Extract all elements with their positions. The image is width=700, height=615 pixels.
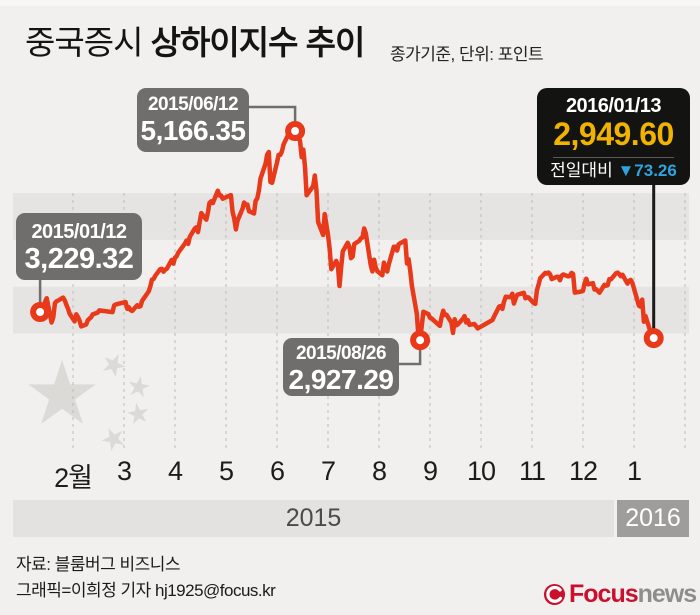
month-label: 9 xyxy=(422,456,438,486)
callout-low-date: 2015/08/26 xyxy=(295,343,387,364)
logo-text-news: news xyxy=(637,580,698,608)
start-point-marker xyxy=(30,302,51,322)
month-label: 12 xyxy=(568,456,598,486)
month-label: 2월 xyxy=(54,463,93,493)
callout-peak: 2015/06/12 5,166.35 xyxy=(137,88,249,152)
logo-text-focus: Focus xyxy=(569,580,639,608)
change-value: 73.26 xyxy=(634,161,677,181)
month-label: 6 xyxy=(269,456,285,486)
page-title-bold: 상하이지수 추이 xyxy=(150,24,366,61)
callout-latest-divider xyxy=(553,157,674,159)
peak-point-marker xyxy=(285,121,306,141)
month-label: 10 xyxy=(466,456,496,486)
month-label: 11 xyxy=(518,456,546,486)
year-2016-label: 2016 xyxy=(625,504,681,532)
callout-low: 2015/08/26 2,927.29 xyxy=(283,338,399,396)
change-label: 전일대비 xyxy=(550,161,613,181)
low-point-marker xyxy=(410,330,431,351)
china-star-icon: ★ xyxy=(23,344,102,443)
callout-latest: 2016/01/13 2,949.60 전일대비 ▼73.26 xyxy=(537,88,690,185)
callout-peak-value: 5,166.35 xyxy=(140,115,247,147)
callout-peak-date: 2015/06/12 xyxy=(147,94,239,115)
month-label: 3 xyxy=(116,456,132,486)
china-star-icon: ★ xyxy=(124,369,154,404)
focus-news-logo: Focus news xyxy=(543,580,698,609)
year-2015-label: 2015 xyxy=(285,504,342,532)
month-label: 7 xyxy=(320,456,336,486)
page-title-light: 중국증시 xyxy=(25,24,143,61)
year-bar-2015: 2015 xyxy=(13,500,614,537)
page-subtitle: 종가기준, 단위: 포인트 xyxy=(390,45,544,64)
callout-latest-value: 2,949.60 xyxy=(553,116,674,153)
month-label: 4 xyxy=(167,456,183,486)
callout-low-value: 2,927.29 xyxy=(288,364,395,396)
china-star-icon: ★ xyxy=(123,396,153,431)
page-title: 중국증시 상하이지수 추이 xyxy=(25,16,366,64)
focus-news-swirl-icon xyxy=(543,583,566,606)
top-strip xyxy=(0,0,700,6)
callout-start: 2015/01/12 3,229.32 xyxy=(16,213,142,280)
data-source: 자료: 블룸버그 비즈니스 xyxy=(16,555,181,574)
callout-start-date: 2015/01/12 xyxy=(31,221,127,243)
month-label: 1 xyxy=(626,456,642,486)
latest-point-marker xyxy=(643,328,664,349)
month-label: 5 xyxy=(218,456,234,486)
month-label: 8 xyxy=(371,456,387,486)
callout-start-value: 3,229.32 xyxy=(24,243,134,276)
graphic-credit: 그래픽=이희정 기자 hj1925@focus.kr xyxy=(16,581,276,600)
change-down-icon: ▼ xyxy=(617,161,635,181)
year-bar-2016: 2016 xyxy=(617,500,689,537)
callout-latest-date: 2016/01/13 xyxy=(565,95,662,117)
index-price-line xyxy=(37,128,656,343)
callout-latest-change: 전일대비 ▼73.26 xyxy=(537,161,690,180)
